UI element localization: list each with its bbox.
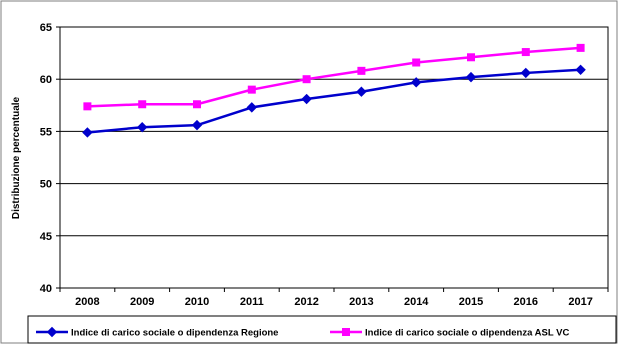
x-tick-label: 2017 [568,296,592,308]
legend-entry: Indice di carico sociale o dipendenza Re… [36,326,278,339]
data-point [410,77,422,88]
series-layer [82,43,586,138]
y-tick-label: 40 [40,283,52,295]
data-point [467,53,475,62]
data-point [465,71,477,83]
data-point [138,100,147,109]
data-point [191,119,203,131]
data-point [575,64,586,76]
y-tick-label: 50 [40,179,52,191]
data-point [520,67,532,79]
x-tick-label: 2012 [294,296,318,308]
data-point [83,102,92,111]
y-tick-label: 55 [40,126,52,138]
data-point [136,122,148,133]
data-point [82,127,93,138]
legend-label: Indice di carico sociale o dipendenza AS… [365,328,569,339]
data-point [302,75,311,84]
y-axis-label: Distribuzione percentuale [11,96,22,219]
plot-area [59,26,609,289]
series-1 [82,64,586,138]
x-tick-label: 2009 [130,296,154,308]
legend-label: Indice di carico sociale o dipendenza Re… [71,328,278,339]
data-point [246,102,258,113]
y-tick-label: 60 [40,74,52,86]
data-point [357,66,366,75]
series-2 [83,43,585,111]
x-tick-label: 2015 [459,296,483,308]
plot-background [59,26,609,289]
data-point [521,48,530,57]
legend-box [27,315,617,344]
legend-entry: Indice di carico sociale o dipendenza AS… [330,328,569,339]
data-point [193,100,201,109]
x-tick-label: 2013 [349,296,373,308]
x-axis-ticks: 2008 2009 2010 2011 2012 2013 2014 2015 2016 2017 [59,288,609,308]
legend-swatch-marker [46,326,58,338]
series-line [87,68,581,134]
data-point [356,86,367,97]
x-tick-label: 2016 [514,296,538,308]
y-tick-label: 45 [40,231,52,243]
data-point [412,58,421,67]
x-tick-label: 2008 [75,296,99,308]
y-tick-label: 65 [40,22,52,34]
data-point [576,43,585,52]
series-line [87,46,581,108]
x-tick-label: 2010 [185,296,209,308]
data-point [247,85,256,94]
x-tick-label: 2011 [240,296,264,308]
data-point [301,93,312,105]
x-tick-label: 2014 [404,296,429,308]
legend-swatch-marker [342,328,350,336]
y-axis-ticks: 40 45 50 55 60 65 [40,22,60,295]
legend: Indice di carico sociale o dipendenza Re… [27,315,617,344]
